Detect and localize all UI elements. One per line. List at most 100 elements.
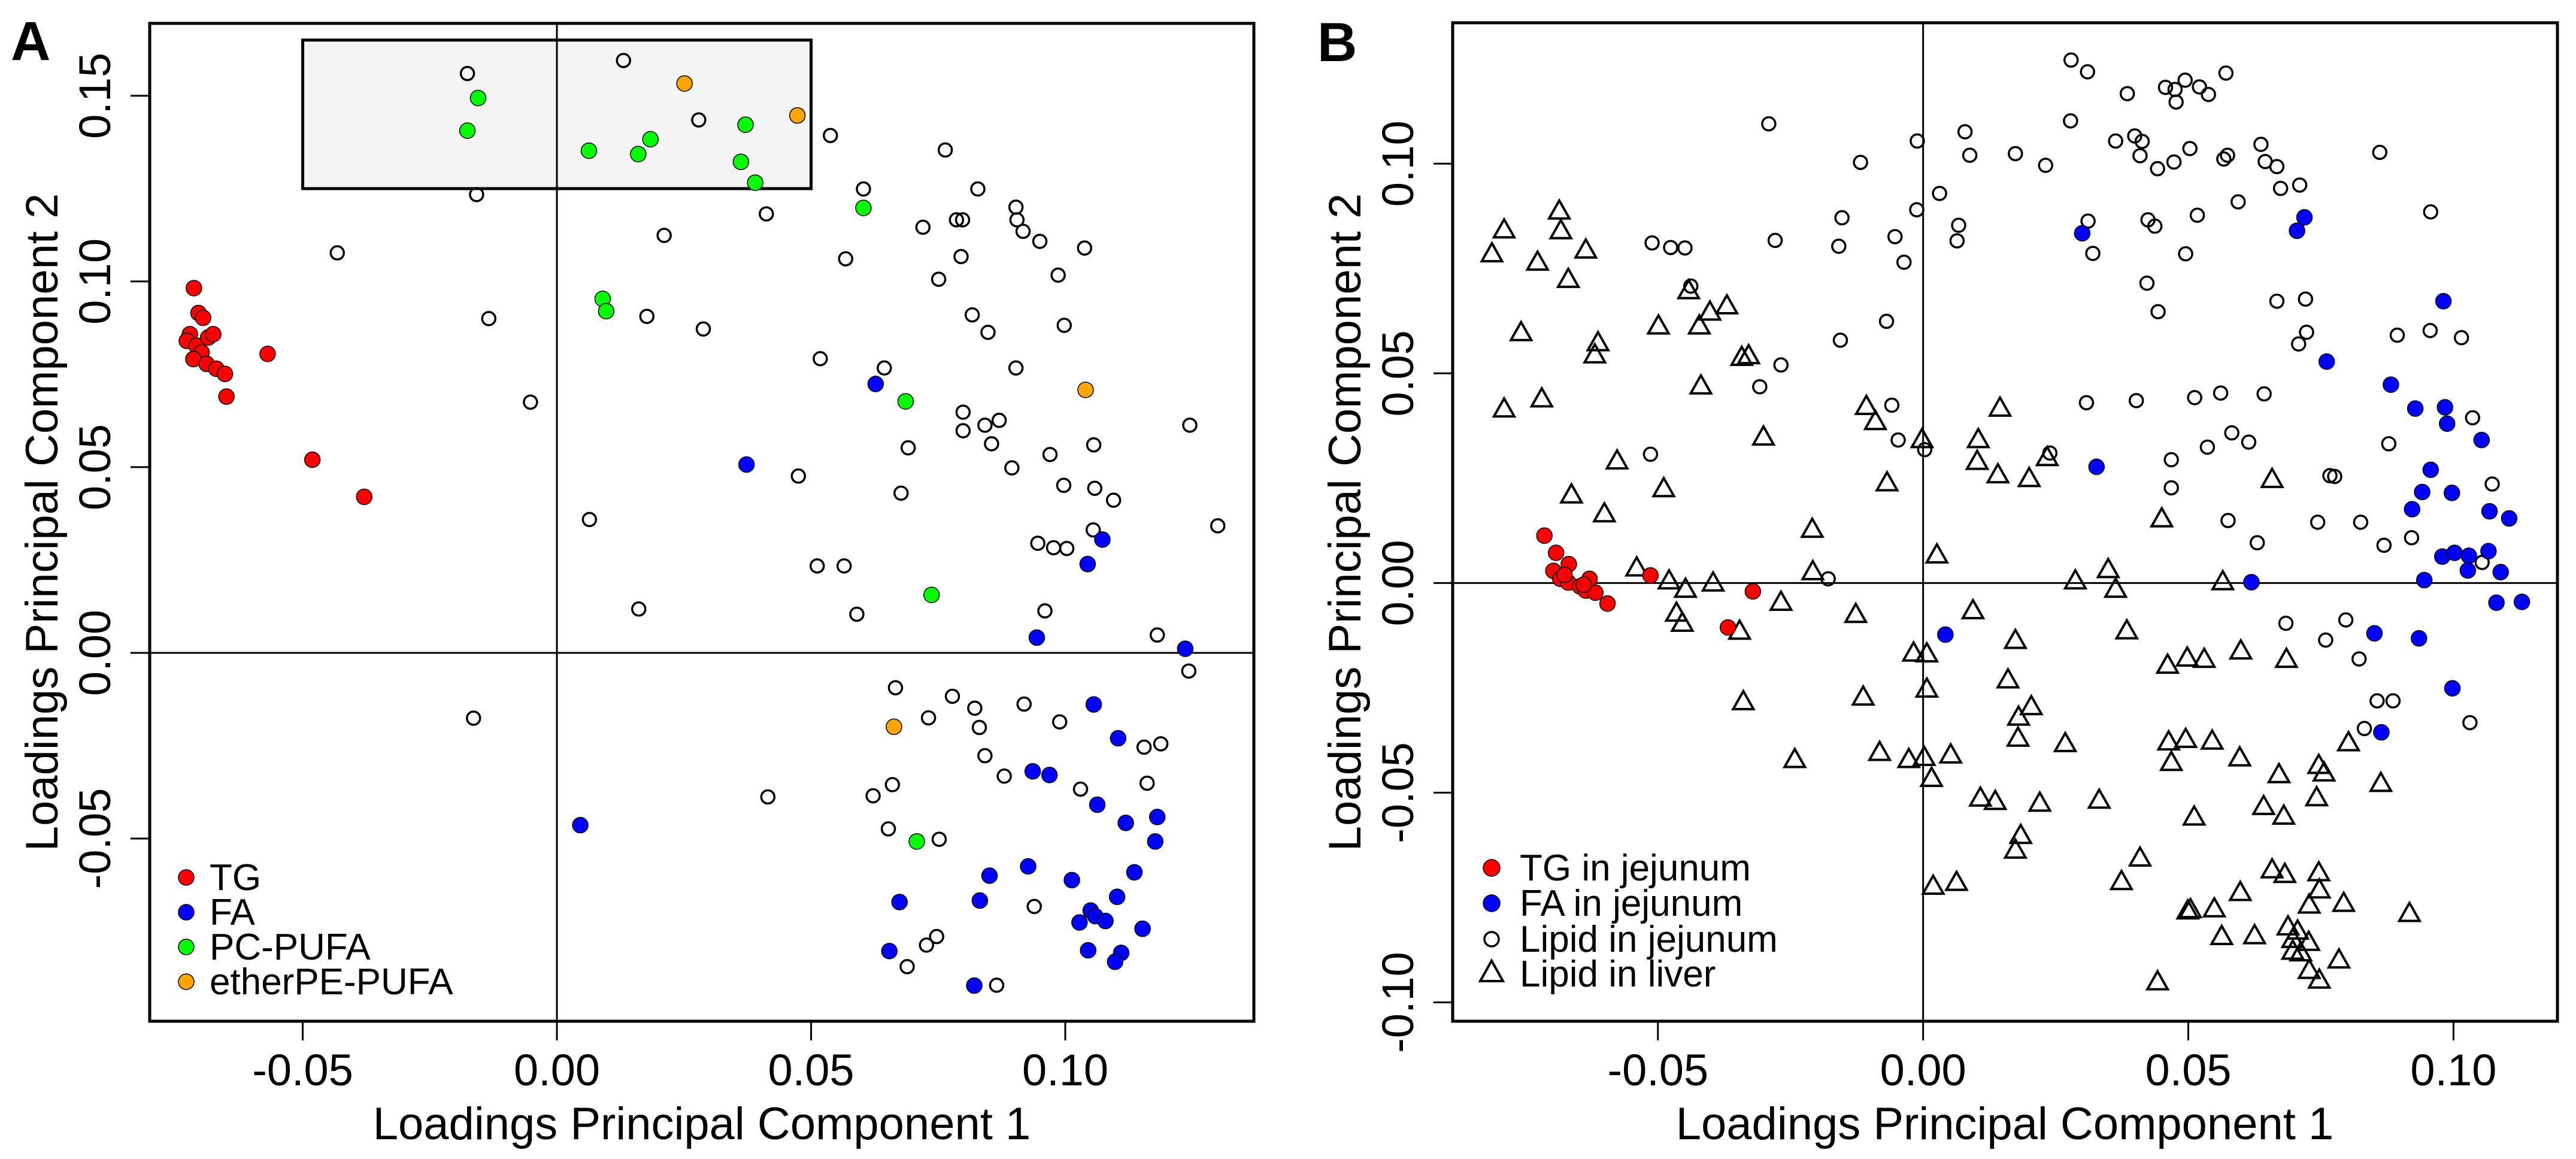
panel-b-point-lipid-in-liver (1731, 688, 1756, 710)
panel-b-point-lipid-in-liver (2087, 787, 2112, 809)
panel-b-point-lipid-in-liver (2266, 761, 2292, 783)
panel-a-point-tg (218, 388, 235, 405)
panel-b-point-lipid-in-jejunum (1834, 210, 1850, 226)
panel-a-point-unlabeled (899, 959, 915, 975)
legend-label-fa-jejunum: FA in jejunum (1520, 883, 1742, 924)
panel-b-point-tg-in-jejunum (1575, 576, 1592, 593)
panel-b-point-lipid-in-jejunum (2201, 86, 2216, 102)
panel-b-point-lipid-in-liver (2228, 879, 2253, 901)
panel-b-point-lipid-in-jejunum (2327, 468, 2342, 485)
panel-b-point-lipid-in-jejunum (1853, 155, 1868, 170)
panel-b-point-fa-in-jejunum (2446, 544, 2463, 561)
panel-a-y-axis-title: Loadings Principal Component 2 (17, 193, 68, 851)
panel-a-x-tick-label: 0.05 (768, 1045, 854, 1095)
panel-a-point-unlabeled (996, 768, 1012, 784)
panel-b-y-axis-title: Loadings Principal Component 2 (1320, 193, 1371, 851)
panel-b-point-lipid-in-jejunum (1644, 235, 1660, 251)
panel-b-point-lipid-in-jejunum (2299, 324, 2314, 340)
panel-b-point-lipid-in-liver (1751, 424, 1776, 446)
panel-b-point-lipid-in-liver (2280, 926, 2305, 948)
panel-b-point-lipid-in-liver (1656, 568, 1681, 590)
panel-a-legend: TG FA PC-PUFA etherPE-PUFA (178, 857, 453, 1003)
panel-a-point-unlabeled (944, 688, 960, 704)
panel-b-point-lipid-in-jejunum (1884, 397, 1900, 413)
panel-b-point-lipid-in-jejunum (2063, 52, 2079, 68)
legend-label-lipid-jejunum: Lipid in jejunum (1520, 919, 1778, 960)
panel-b-letter: B (1317, 12, 1357, 73)
panel-b-point-lipid-in-liver (1559, 482, 1584, 504)
panel-a-plot-area: -0.05 0.00 0.05 0.10 -0.05 0.00 0.05 0.10 0.15 (70, 22, 1256, 1095)
panel-b-point-fa-in-jejunum (2435, 293, 2452, 310)
panel-a-point-pc-pufa (897, 393, 914, 410)
panel-b-point-fa-in-jejunum (2436, 399, 2453, 416)
panel-a-point-tg (304, 451, 321, 468)
panel-a-point-unlabeled (581, 512, 598, 528)
panel-a-point-unlabeled (991, 413, 1007, 428)
panel-a-point-tg (216, 365, 234, 383)
panel-a-point-unlabeled (929, 928, 944, 945)
panel-b-point-lipid-in-liver (1782, 746, 1807, 768)
panel-a-point-tg (356, 488, 373, 506)
panel-b-point-lipid-in-jejunum (1896, 255, 1912, 270)
panel-b-point-lipid-in-liver (2192, 646, 2217, 668)
legend-marker-fa (178, 904, 195, 921)
panel-b-point-lipid-in-liver (1586, 329, 1611, 352)
panel-b-point-lipid-in-liver (2251, 793, 2276, 815)
panel-a-point-unlabeled (954, 212, 971, 228)
panel-b-point-lipid-in-liver (1965, 448, 1990, 470)
panel-b-point-lipid-in-jejunum (2108, 133, 2123, 149)
panel-b-point-lipid-in-liver (2019, 694, 2044, 716)
panel-b-point-fa-in-jejunum (2407, 400, 2424, 417)
panel-a-point-unlabeled (1136, 739, 1152, 755)
panel-b-point-lipid-in-jejunum (2372, 144, 2388, 161)
panel-a-point-pc-pufa (630, 146, 647, 162)
panel-b-point-lipid-in-jejunum (2139, 276, 2155, 291)
panel-b-point-lipid-in-jejunum (2199, 439, 2216, 455)
panel-a-point-unlabeled (759, 206, 774, 222)
panel-a-point-fa (981, 867, 998, 884)
panel-a-point-unlabeled (1032, 234, 1048, 249)
panel-b-point-lipid-in-liver (2175, 645, 2200, 667)
panel-b-point-tg-in-jejunum (1642, 567, 1659, 584)
panel-b-point-fa-in-jejunum (2373, 724, 2390, 741)
panel-b-point-lipid-in-jejunum (2192, 79, 2207, 95)
panel-b-x-tick-label: 0.05 (2145, 1045, 2232, 1095)
panel-a-point-pc-pufa (732, 153, 750, 171)
panel-b-point-lipid-in-liver (1548, 217, 1574, 240)
panel-a-point-tg (186, 280, 202, 296)
panel-a-point-pc-pufa (908, 833, 925, 850)
panel-b-point-lipid-in-jejunum (2150, 161, 2165, 177)
panel-a-point-unlabeled (1008, 360, 1024, 376)
panel-b-point-lipid-in-liver (2274, 646, 2299, 668)
panel-b-point-lipid-in-jejunum (2182, 141, 2198, 156)
panel-b-point-lipid-in-jejunum (1910, 133, 1925, 149)
panel-b-point-lipid-in-liver (2178, 897, 2203, 919)
panel-b-point-lipid-in-jejunum (2423, 204, 2439, 220)
panel-b-point-lipid-in-liver (1525, 249, 1550, 271)
panel-a-point-unlabeled (695, 321, 711, 337)
panel-a-point-unlabeled (1086, 437, 1102, 453)
panel-b-point-lipid-in-jejunum (2376, 537, 2392, 553)
panel-a-point-unlabeled (1004, 460, 1020, 476)
panel-a: A Loadings Principal Component 1 Loading… (11, 11, 1256, 1149)
panel-b-point-lipid-in-jejunum (2220, 147, 2235, 163)
panel-b-point-lipid-in-liver (1921, 873, 1945, 895)
panel-a-point-fa (867, 376, 884, 392)
panel-b-point-fa-in-jejunum (2366, 625, 2383, 642)
panel-b-point-lipid-in-jejunum (1917, 441, 1933, 458)
panel-b-point-lipid-in-jejunum (1890, 432, 1906, 448)
panel-a-point-fa (966, 977, 983, 994)
panel-b-point-lipid-in-jejunum (1957, 124, 1973, 140)
panel-a-point-fa (1134, 920, 1151, 937)
panel-a-point-fa (971, 892, 989, 909)
panel-b-point-lipid-in-jejunum (2220, 513, 2236, 528)
panel-b-x-tick-label: 0.00 (1880, 1045, 1966, 1095)
panel-a-point-unlabeled (865, 788, 881, 804)
legend-label-pc-pufa: PC-PUFA (210, 927, 371, 968)
panel-b-point-lipid-in-liver (1968, 785, 1993, 807)
panel-b-point-lipid-in-jejunum (2292, 177, 2308, 193)
panel-a-point-unlabeled (790, 468, 807, 484)
panel-b-point-lipid-in-liver (2175, 898, 2201, 920)
panel-b-point-lipid-in-liver (2053, 730, 2078, 752)
panel-b-point-lipid-in-liver (2149, 506, 2174, 528)
